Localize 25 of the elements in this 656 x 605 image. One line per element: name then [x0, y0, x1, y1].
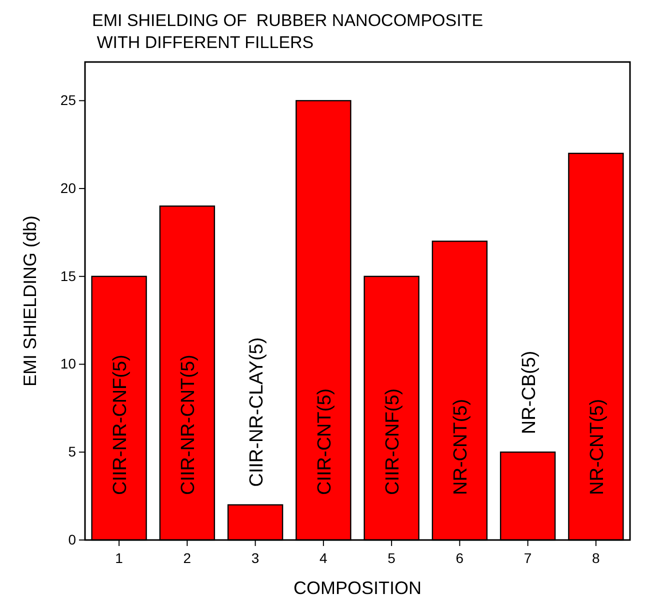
annotation: CIIR-NR-CNF(5)	[110, 354, 132, 495]
y-tick-label: 5	[68, 444, 76, 460]
x-tick-label: 1	[115, 550, 124, 566]
y-axis-title: EMI SHIELDING (db)	[20, 215, 40, 387]
y-tick-label: 0	[68, 531, 76, 548]
annotation: CIIR-NR-CNT(5)	[178, 354, 200, 495]
x-tick-label: 4	[320, 550, 328, 566]
annotation: CIIR-CNT(5)	[314, 388, 336, 495]
y-tick-label: 10	[60, 356, 76, 372]
annotation: CIIR-CNF(5)	[382, 388, 404, 495]
x-tick-label: 5	[388, 550, 396, 566]
annotation: NR-CB(5)	[518, 350, 540, 434]
x-tick-label: 7	[524, 550, 532, 566]
y-tick-label: 25	[60, 92, 76, 108]
x-tick-label: 8	[592, 550, 600, 566]
annotation: NR-CNT(5)	[450, 398, 472, 495]
annotation: CIIR-NR-CLAY(5)	[246, 337, 268, 487]
chart-title: EMI SHIELDING OF RUBBER NANOCOMPOSITE WITH DIFFERENT FILLERS	[92, 11, 484, 52]
y-tick-label: 20	[60, 180, 76, 196]
x-tick-label: 2	[183, 550, 192, 566]
x-axis-title: COMPOSITION	[293, 578, 422, 598]
x-tick-label: 3	[251, 550, 260, 566]
y-tick-label: 15	[60, 268, 76, 284]
annotation: NR-CNT(5)	[586, 398, 608, 495]
x-tick-label: 6	[456, 550, 464, 566]
